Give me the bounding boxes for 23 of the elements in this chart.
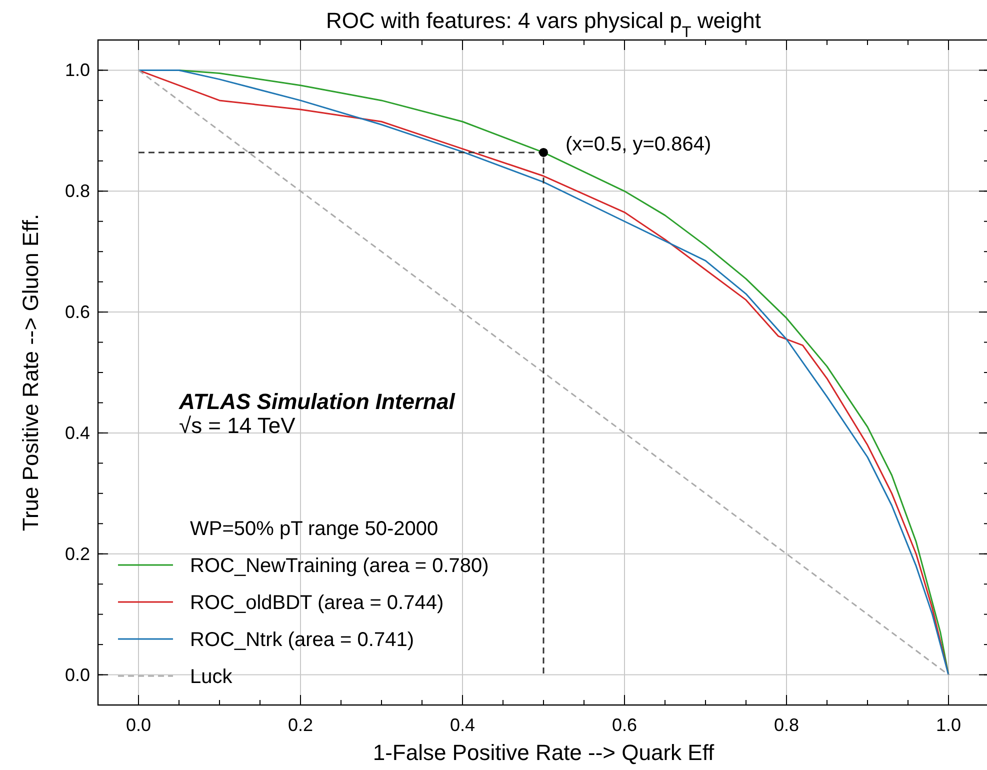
x-axis-title: 1-False Positive Rate --> Quark Eff [372,740,716,765]
legend-label: ROC_oldBDT (area = 0.744) [190,592,444,614]
x-tick-label: 0.8 [774,715,800,735]
annotation: (x=0.5, y=0.864) [566,133,712,156]
chart-title: ROC with features: 4 vars physical p$_{T}$ weight [326,8,761,40]
x-tick-label: 0.0 [126,715,152,735]
y-tick-label: 0.0 [64,664,90,685]
y-tick-label: 0.2 [64,544,90,564]
x-tick-label: 0.6 [612,715,638,735]
annotation: √s = 14 TeV [179,412,296,438]
legend-label: Luck [190,666,234,688]
legend-label: ROC_NewTraining (area = 0.780) [190,555,489,577]
x-tick-label: 1.0 [936,715,962,735]
legend-label: ROC_Ntrk (area = 0.741) [190,629,414,651]
y-tick-label: 1.0 [64,60,90,80]
y-tick-label: 0.6 [64,302,90,322]
x-tick-label: 0.4 [450,715,476,735]
y-tick-label: 0.8 [64,181,90,202]
y-tick-label: 0.4 [64,422,90,443]
legend-title: WP=50% pT range 50-2000 [190,518,438,540]
y-axis-title: True Positive Rate --> Gluon Eff. [18,214,43,532]
annotation: ATLAS Simulation Internal [178,388,456,414]
x-tick-label: 0.2 [288,715,314,735]
